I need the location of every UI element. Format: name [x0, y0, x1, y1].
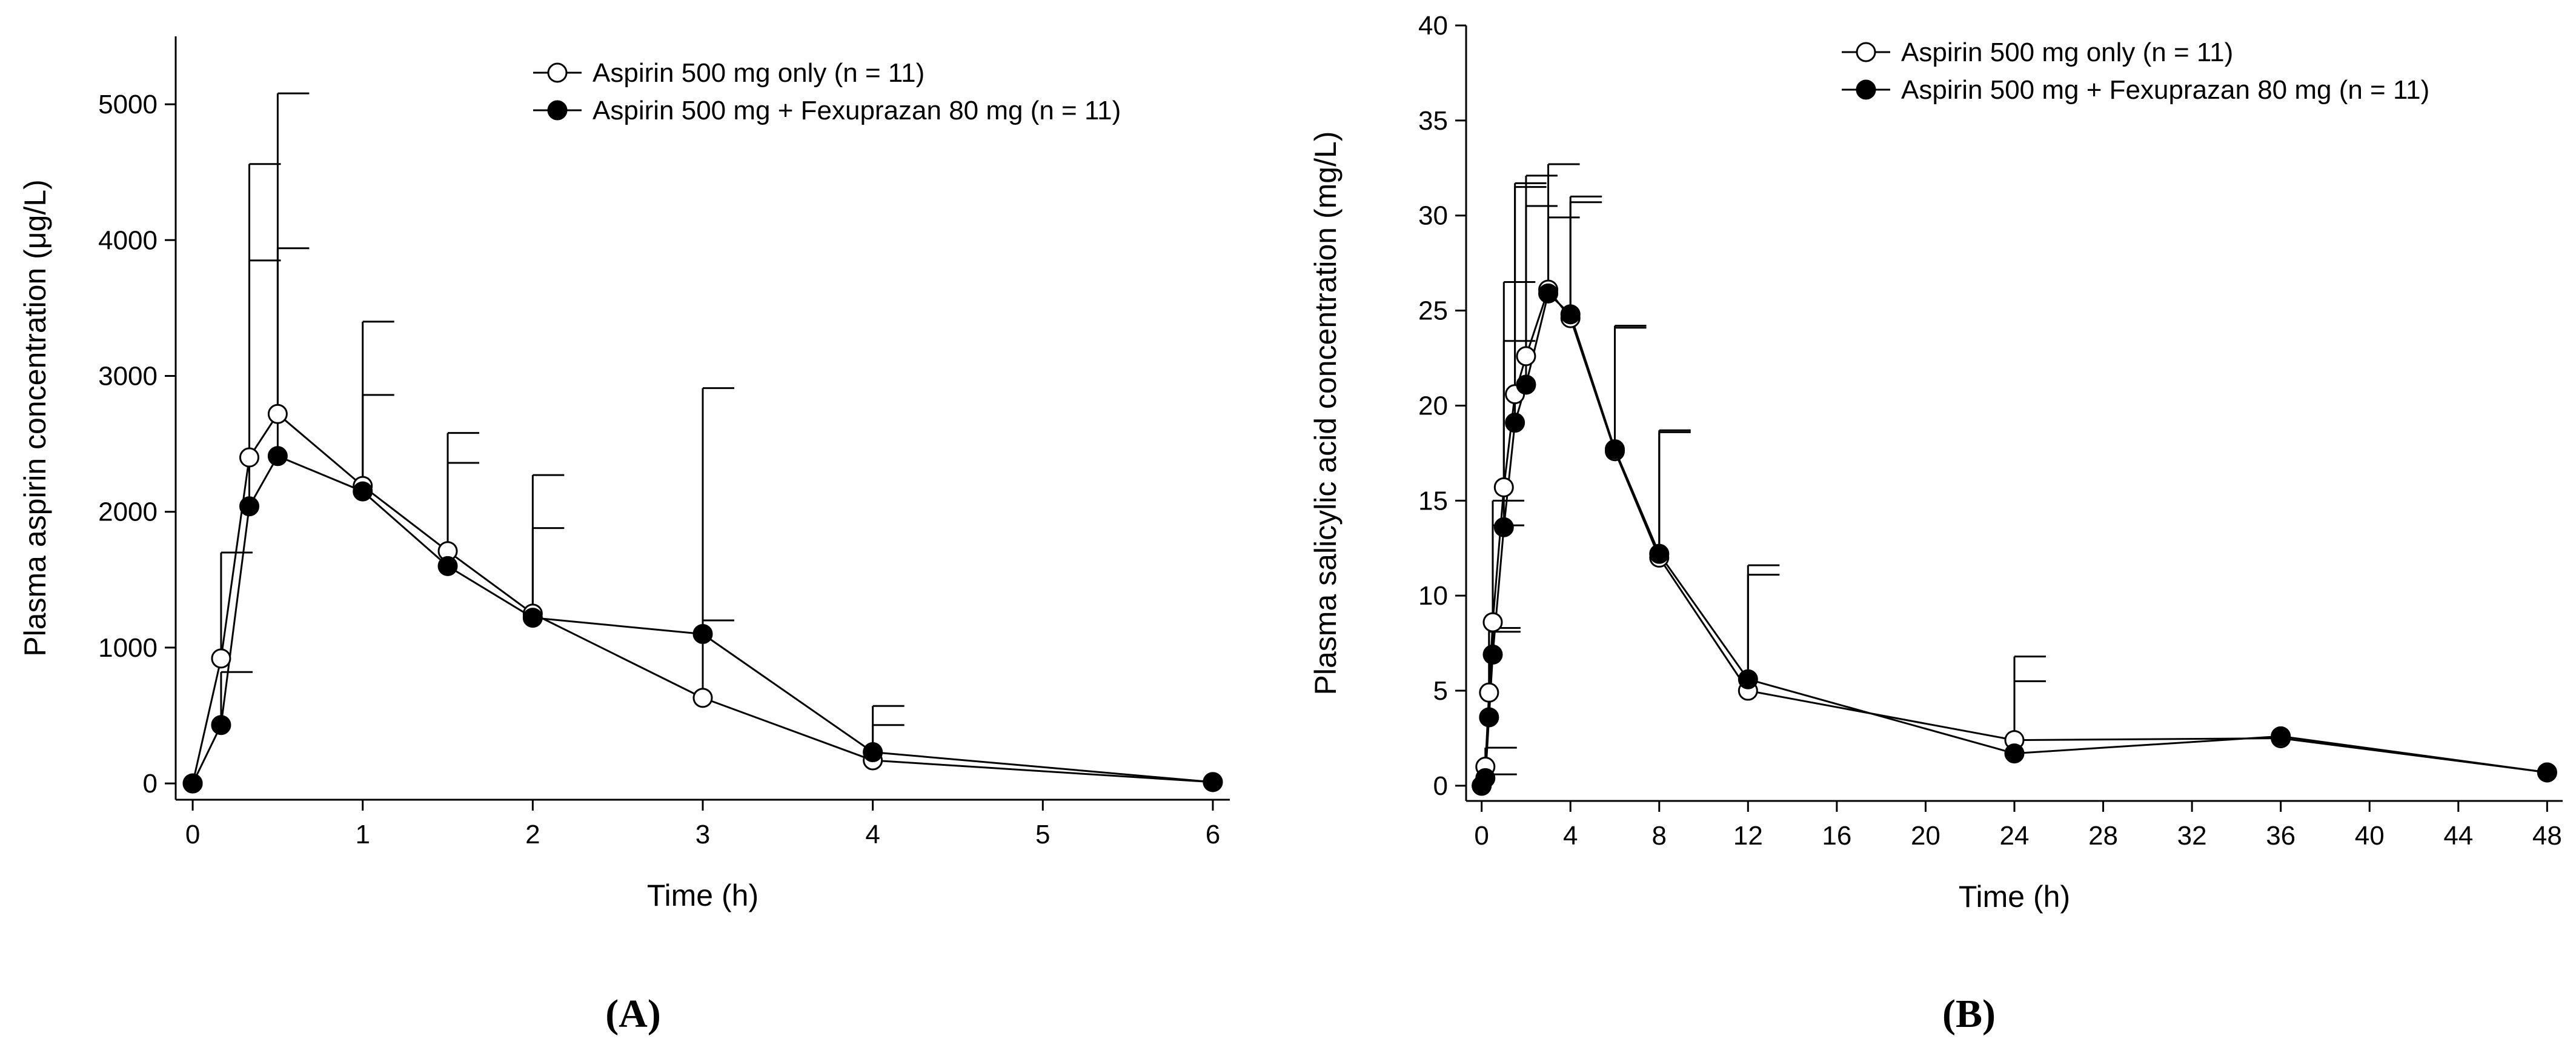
data-point-open [1482, 612, 1503, 633]
data-point-filled [353, 481, 373, 502]
x-tick-label: 24 [2000, 821, 2030, 851]
data-point-filled [863, 742, 883, 763]
data-point-filled [1203, 772, 1223, 792]
x-tick-label: 6 [1206, 820, 1220, 849]
data-point-filled [267, 446, 288, 467]
data-point-filled [182, 773, 203, 794]
x-tick-label: 1 [355, 820, 370, 849]
legend-label: Aspirin 500 mg only (n = 11) [1901, 38, 2233, 67]
data-point-filled [1649, 543, 1670, 564]
y-tick-label: 5000 [98, 90, 158, 119]
x-tick-label: 36 [2266, 821, 2295, 851]
y-tick-label: 35 [1418, 106, 1448, 136]
x-tick-label: 0 [1474, 821, 1489, 851]
data-point-open [1493, 477, 1514, 497]
data-point-open [1479, 682, 1499, 703]
data-point-filled [2537, 762, 2557, 783]
x-tick-label: 12 [1733, 821, 1763, 851]
y-tick-label: 0 [1433, 771, 1448, 801]
x-tick-label: 4 [1563, 821, 1578, 851]
x-tick-label: 2 [525, 820, 540, 849]
x-tick-label: 40 [2355, 821, 2385, 851]
y-tick-label: 3000 [98, 361, 158, 391]
data-point-filled [1475, 768, 1496, 788]
legend-label: Aspirin 500 mg only (n = 11) [593, 58, 925, 88]
y-tick-label: 20 [1418, 391, 1448, 420]
data-point-filled [1604, 439, 1625, 460]
panel-a-aspirin-chart: 0 1000 2000 3000 4000 5000 0 1 2 3 4 5 6 Time (h) Plas… [18, 36, 1230, 1036]
x-tick-label: 28 [2088, 821, 2118, 851]
y-tick-label: 40 [1418, 11, 1448, 41]
data-point-filled [1505, 413, 1525, 433]
x-axis-title: Time (h) [647, 878, 759, 912]
data-point-open [211, 648, 231, 669]
y-tick-label: 15 [1418, 486, 1448, 516]
data-point-filled [1516, 374, 1536, 395]
x-tick-label: 8 [1652, 821, 1667, 851]
x-axis-title: Time (h) [1959, 880, 2070, 914]
y-tick-label: 30 [1418, 201, 1448, 231]
y-axis-title: Plasma aspirin concentration (μg/L) [18, 179, 52, 657]
y-tick-label: 0 [143, 769, 158, 799]
legend-marker [1856, 79, 1876, 100]
y-tick-label: 2000 [98, 497, 158, 527]
y-tick-label: 10 [1418, 581, 1448, 611]
data-point-filled [1482, 644, 1503, 665]
legend-marker [547, 62, 568, 83]
x-tick-label: 20 [1911, 821, 1940, 851]
y-tick-label: 4000 [98, 225, 158, 255]
data-point-open [1516, 346, 1536, 367]
data-point-filled [211, 715, 231, 736]
x-tick-label: 3 [695, 820, 710, 849]
y-tick-label: 25 [1418, 296, 1448, 326]
legend-label: Aspirin 500 mg + Fexuprazan 80 mg (n = 1… [593, 96, 1121, 125]
data-point-filled [522, 608, 543, 628]
data-point-filled [2004, 743, 2025, 764]
data-point-filled [1538, 283, 1559, 304]
y-axis-title: Plasma salicylic acid concentration (mg/… [1309, 131, 1343, 696]
data-point-filled [437, 556, 458, 576]
data-point-open [692, 688, 713, 708]
x-tick-label: 16 [1822, 821, 1851, 851]
x-tick-label: 4 [865, 820, 880, 849]
legend-marker [1856, 42, 1876, 62]
legend-marker [547, 100, 568, 121]
data-point-filled [1493, 517, 1514, 537]
x-tick-label: 32 [2177, 821, 2207, 851]
data-point-filled [239, 496, 260, 517]
data-point-open [239, 447, 260, 468]
data-point-filled [692, 623, 713, 644]
data-point-open [267, 403, 288, 424]
series-line [191, 454, 1213, 784]
panel-label: (B) [1942, 992, 1996, 1036]
panel-label: (A) [605, 992, 661, 1036]
x-tick-label: 48 [2532, 821, 2562, 851]
x-tick-label: 0 [185, 820, 200, 849]
data-point-filled [2271, 726, 2291, 746]
data-point-filled [1738, 669, 1758, 689]
y-tick-label: 1000 [98, 633, 158, 663]
y-tick-label: 5 [1433, 676, 1448, 706]
data-point-filled [1560, 304, 1581, 325]
x-tick-label: 44 [2443, 821, 2473, 851]
x-tick-label: 5 [1035, 820, 1050, 849]
legend-label: Aspirin 500 mg + Fexuprazan 80 mg (n = 1… [1901, 75, 2429, 105]
series-line [191, 413, 1213, 784]
data-point-filled [1479, 707, 1499, 728]
